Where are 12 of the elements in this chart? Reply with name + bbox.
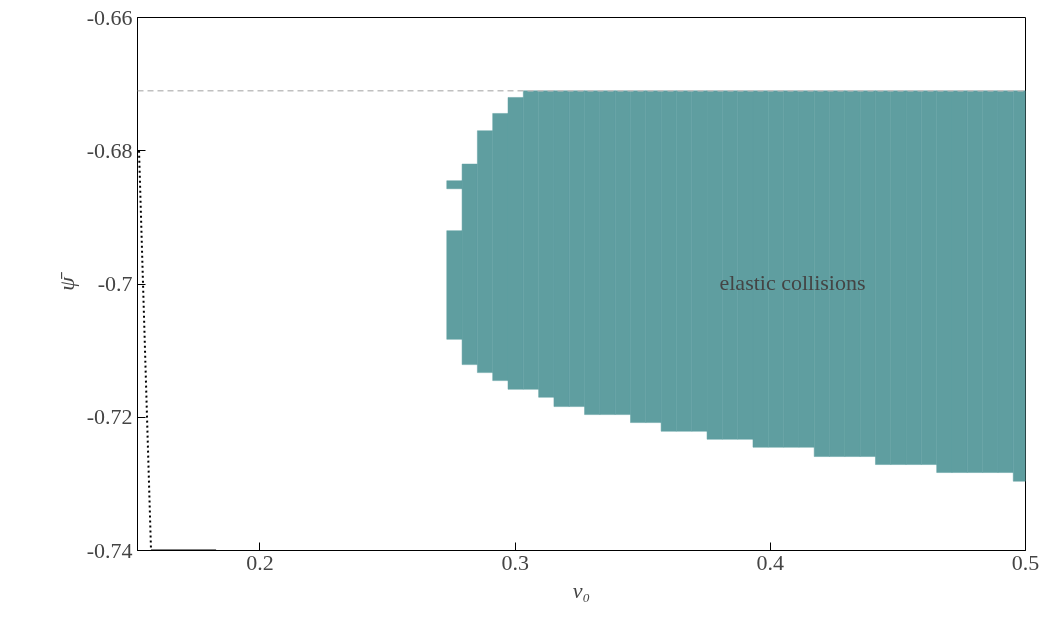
y-tick-label: -0.68 xyxy=(86,137,133,163)
x-tick-label: 0.2 xyxy=(246,549,274,575)
y-tick-label: -0.72 xyxy=(86,404,133,430)
x-axis-title: v₀ xyxy=(572,577,591,603)
x-tick-label: 0.3 xyxy=(501,549,529,575)
y-tick-label: -0.66 xyxy=(86,4,133,30)
y-tick-label: -0.74 xyxy=(86,537,133,563)
x-tick-label: 0.4 xyxy=(756,549,785,575)
y-tick-label: -0.7 xyxy=(97,271,133,296)
x-tick-label: 0.5 xyxy=(1011,549,1040,575)
annotation: elastic collisions xyxy=(719,270,866,295)
y-axis-title: ψ̄ xyxy=(53,271,79,291)
